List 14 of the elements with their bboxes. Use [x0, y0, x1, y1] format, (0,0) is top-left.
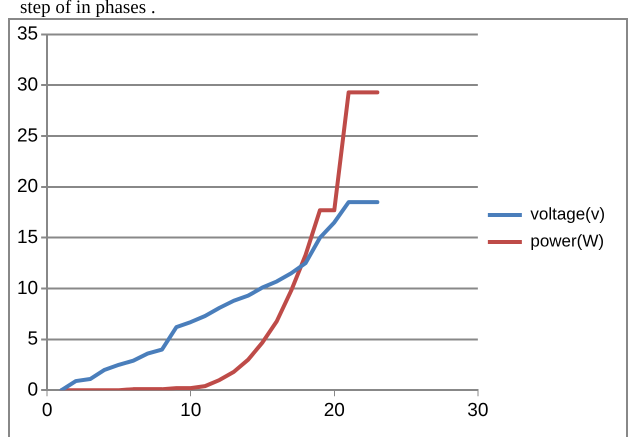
x-tick-label: 0	[42, 400, 52, 421]
y-tick-label: 15	[16, 226, 38, 248]
legend-label: voltage(v)	[530, 204, 605, 224]
legend-label: power(W)	[530, 232, 604, 251]
y-tick-label: 35	[16, 24, 38, 45]
x-tick-label: 20	[324, 400, 345, 421]
x-tick-label: 30	[467, 400, 488, 421]
y-tick-label: 5	[28, 328, 38, 350]
y-tick-label: 20	[16, 176, 38, 198]
y-tick-label: 10	[16, 278, 38, 299]
y-tick-label: 0	[28, 379, 38, 400]
y-tick-label: 25	[16, 125, 38, 146]
x-tick-label: 10	[180, 400, 202, 421]
y-tick-label: 30	[16, 74, 38, 96]
